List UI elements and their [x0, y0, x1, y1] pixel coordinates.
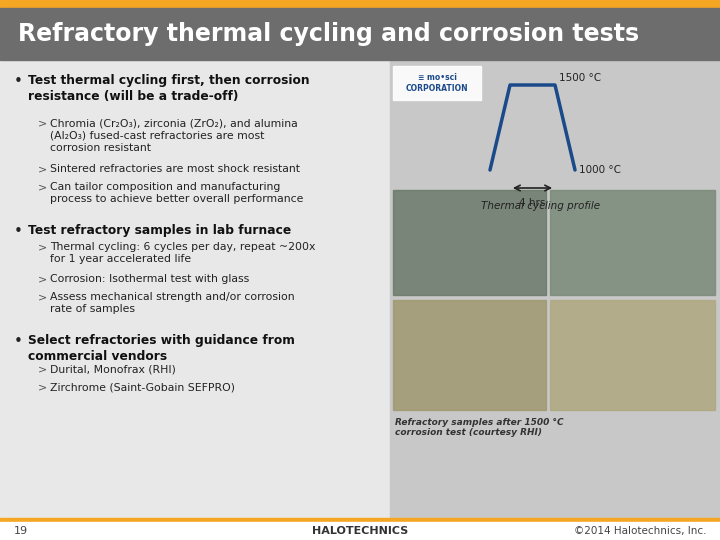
Text: Thermal cycling: 6 cycles per day, repeat ~200x
for 1 year accelerated life: Thermal cycling: 6 cycles per day, repea…: [50, 242, 315, 265]
Bar: [390, 60, 720, 518]
Text: Durital, Monofrax (RHI): Durital, Monofrax (RHI): [50, 364, 176, 374]
Text: >: >: [38, 164, 48, 174]
Text: Can tailor composition and manufacturing
process to achieve better overall perfo: Can tailor composition and manufacturing…: [50, 182, 303, 205]
Text: >: >: [38, 118, 48, 128]
Bar: [393, 300, 546, 410]
Bar: [393, 66, 481, 100]
Text: Corrosion: Isothermal test with glass: Corrosion: Isothermal test with glass: [50, 274, 249, 284]
Text: Chromia (Cr₂O₃), zirconia (ZrO₂), and alumina
(Al₂O₃) fused-cast refractories ar: Chromia (Cr₂O₃), zirconia (ZrO₂), and al…: [50, 118, 298, 153]
Text: >: >: [38, 242, 48, 252]
Bar: [0, 0, 720, 8]
Text: •: •: [14, 334, 23, 349]
Text: 19: 19: [14, 526, 28, 536]
Bar: [550, 190, 715, 295]
Bar: [393, 190, 546, 295]
Text: Thermal cycling profile: Thermal cycling profile: [481, 201, 600, 211]
Text: 1500 °C: 1500 °C: [559, 73, 601, 83]
Text: >: >: [38, 364, 48, 374]
Text: Zirchrome (Saint-Gobain SEFPRO): Zirchrome (Saint-Gobain SEFPRO): [50, 382, 235, 392]
Text: >: >: [38, 382, 48, 392]
Text: HALOTECHNICS: HALOTECHNICS: [312, 526, 408, 536]
Text: •: •: [14, 74, 23, 89]
Bar: [0, 8, 720, 60]
Text: Assess mechanical strength and/or corrosion
rate of samples: Assess mechanical strength and/or corros…: [50, 292, 294, 314]
Text: ©2014 Halotechnics, Inc.: ©2014 Halotechnics, Inc.: [574, 526, 706, 536]
Text: Refractory thermal cycling and corrosion tests: Refractory thermal cycling and corrosion…: [18, 22, 639, 46]
Text: >: >: [38, 274, 48, 284]
Text: >: >: [38, 182, 48, 192]
Text: 1000 °C: 1000 °C: [579, 165, 621, 175]
Text: Sintered refractories are most shock resistant: Sintered refractories are most shock res…: [50, 164, 300, 174]
Text: •: •: [14, 224, 23, 239]
Bar: [0, 518, 720, 522]
Text: Test refractory samples in lab furnace: Test refractory samples in lab furnace: [28, 224, 292, 237]
Text: 4 hrs: 4 hrs: [519, 198, 546, 208]
Text: Test thermal cycling first, then corrosion
resistance (will be a trade-off): Test thermal cycling first, then corrosi…: [28, 74, 310, 103]
Bar: [0, 522, 720, 540]
Text: Refractory samples after 1500 °C
corrosion test (courtesy RHI): Refractory samples after 1500 °C corrosi…: [395, 418, 564, 437]
Bar: [550, 300, 715, 410]
Text: Select refractories with guidance from
commercial vendors: Select refractories with guidance from c…: [28, 334, 295, 363]
Text: >: >: [38, 292, 48, 302]
Text: ≡ mo•sci
CORPORATION: ≡ mo•sci CORPORATION: [405, 73, 468, 93]
